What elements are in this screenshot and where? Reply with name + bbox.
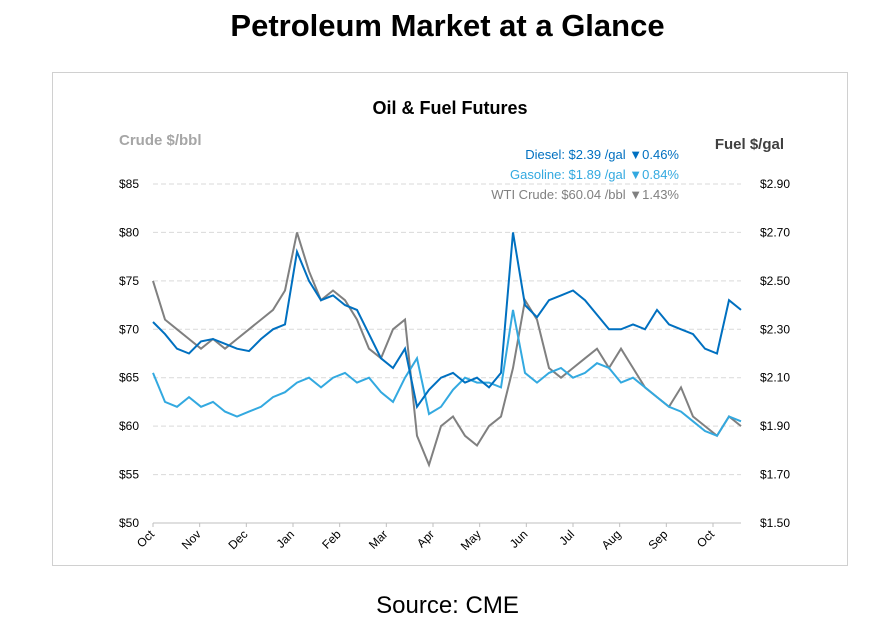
left-tick-label: $85 — [119, 177, 139, 191]
page-title: Petroleum Market at a Glance — [230, 8, 665, 43]
series-line-wti-crude — [152, 232, 742, 468]
left-tick-label: $80 — [119, 225, 139, 239]
x-tick-label: Aug — [599, 527, 624, 552]
left-tick-label: $70 — [119, 322, 139, 336]
right-tick-label: $2.70 — [760, 225, 790, 239]
right-tick-label: $1.90 — [760, 419, 790, 433]
right-tick-label: $2.90 — [760, 177, 790, 191]
x-tick-label: Jul — [556, 527, 577, 548]
legend-entry: WTI Crude: $60.04 /bbl ▼1.43% — [491, 187, 679, 202]
right-tick-label: $1.70 — [760, 468, 790, 482]
left-tick-label: $50 — [119, 516, 139, 530]
legend-entry: Diesel: $2.39 /gal ▼0.46% — [525, 147, 679, 162]
x-tick-label: Sep — [645, 527, 670, 552]
oil-fuel-chart: Oil & Fuel Futures Crude $/bbl Fuel $/gal $… — [119, 98, 790, 553]
source-note: Source: CME — [376, 592, 519, 619]
chart-frame: Oil & Fuel Futures Crude $/bbl Fuel $/gal $… — [52, 72, 848, 566]
left-tick-label: $75 — [119, 274, 139, 288]
x-tick-label: Jun — [507, 527, 531, 551]
right-tick-label: $1.50 — [760, 516, 790, 530]
right-axis-title: Fuel $/gal — [715, 136, 784, 153]
left-axis-title: Crude $/bbl — [119, 132, 202, 149]
x-tick-label: Mar — [366, 527, 391, 552]
right-tick-label: $2.30 — [760, 322, 790, 336]
series-line-diesel — [152, 232, 742, 410]
x-tick-label: Jan — [274, 527, 298, 551]
left-tick-label: $65 — [119, 371, 139, 385]
x-tick-label: Dec — [225, 527, 250, 552]
left-tick-label: $55 — [119, 468, 139, 482]
x-tick-label: Nov — [179, 527, 204, 552]
chart-title: Oil & Fuel Futures — [372, 98, 527, 118]
x-tick-label: Oct — [694, 527, 718, 551]
legend-entry: Gasoline: $1.89 /gal ▼0.84% — [510, 167, 679, 182]
x-tick-label: May — [458, 527, 484, 553]
x-tick-label: Feb — [319, 527, 344, 552]
left-tick-label: $60 — [119, 419, 139, 433]
right-tick-label: $2.50 — [760, 274, 790, 288]
x-tick-label: Apr — [414, 527, 437, 550]
right-tick-label: $2.10 — [760, 371, 790, 385]
series-line-gasoline — [152, 309, 742, 438]
x-tick-label: Oct — [134, 527, 158, 551]
